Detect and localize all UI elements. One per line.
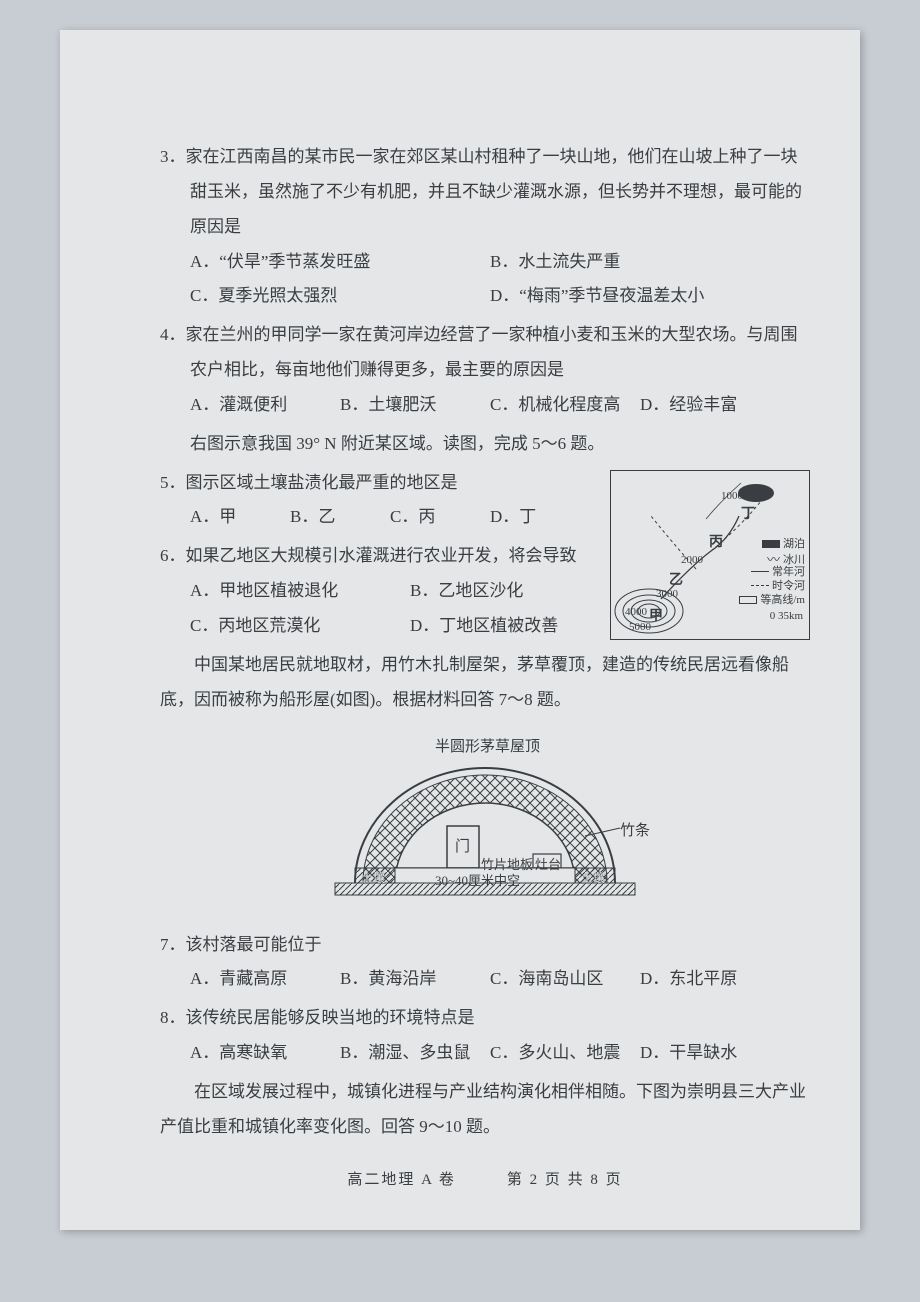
label-soil-r: 土壤 (581, 866, 605, 891)
q8-opt-c: C．多火山、地震 (490, 1036, 640, 1071)
q4-number: 4． (160, 325, 186, 344)
region-jia: 甲 (649, 603, 663, 632)
question-4: 4．家在兰州的甲同学一家在黄河岸边经营了一家种植小麦和玉米的大型农场。与周围农户… (160, 318, 810, 423)
q7-options: A．青藏高原 B．黄海沿岸 C．海南岛山区 D．东北平原 (160, 962, 810, 997)
q3-opt-c: C．夏季光照太强烈 (190, 279, 490, 314)
region-yi: 乙 (669, 567, 683, 596)
legend-scale: 0 35km (770, 605, 803, 628)
q4-opt-c: C．机械化程度高 (490, 388, 640, 423)
q6-body: 如果乙地区大规模引水灌溉进行农业开发，将会导致 (186, 546, 577, 565)
q4-options: A．灌溉便利 B．土壤肥沃 C．机械化程度高 D．经验丰富 (160, 388, 810, 423)
q3-options: A．“伏旱”季节蒸发旺盛 B．水土流失严重 C．夏季光照太强烈 D．“梅雨”季节… (160, 245, 810, 315)
question-3: 3．家在江西南昌的某市民一家在郊区某山村租种了一块山地，他们在山坡上种了一块甜玉… (160, 140, 810, 314)
question-7: 7．该村落最可能位于 A．青藏高原 B．黄海沿岸 C．海南岛山区 D．东北平原 (160, 928, 810, 998)
q3-number: 3． (160, 147, 186, 166)
intro-7-8: 中国某地居民就地取材，用竹木扎制屋架，茅草覆顶，建造的传统民居远看像船底，因而被… (160, 648, 810, 718)
page-footer: 高二地理 A 卷 第 2 页 共 8 页 (160, 1165, 810, 1196)
contour-4000: 4000 (625, 601, 647, 624)
q3-opt-a: A．“伏旱”季节蒸发旺盛 (190, 245, 490, 280)
q8-options: A．高寒缺氧 B．潮湿、多虫鼠 C．多火山、地震 D．干旱缺水 (160, 1036, 810, 1071)
q8-opt-d: D．干旱缺水 (640, 1036, 790, 1071)
q7-opt-d: D．东北平原 (640, 962, 790, 997)
label-soil-l: 土壤 (361, 866, 385, 891)
q7-body: 该村落最可能位于 (186, 935, 322, 954)
q3-stem: 3．家在江西南昌的某市民一家在郊区某山村租种了一块山地，他们在山坡上种了一块甜玉… (160, 140, 810, 245)
intro-9-10: 在区域发展过程中，城镇化进程与产业结构演化相伴相随。下图为崇明县三大产业产值比重… (160, 1075, 810, 1145)
q8-stem: 8．该传统民居能够反映当地的环境特点是 (160, 1001, 810, 1036)
region-bing: 丙 (709, 529, 723, 558)
map-figure: 5000 4000 3000 2000 1000 甲 乙 丙 丁 湖泊 〰冰川 … (610, 470, 810, 640)
q6-opt-a: A．甲地区植被退化 (190, 574, 410, 609)
q5-number: 5． (160, 473, 186, 492)
q5-opt-d: D．丁 (490, 500, 590, 535)
q4-body: 家在兰州的甲同学一家在黄河岸边经营了一家种植小麦和玉米的大型农场。与周围农户相比… (186, 325, 798, 379)
q6-number: 6． (160, 546, 186, 565)
q7-stem: 7．该村落最可能位于 (160, 928, 810, 963)
q3-opt-d: D．“梅雨”季节昼夜温差太小 (490, 279, 790, 314)
q4-opt-a: A．灌溉便利 (190, 388, 340, 423)
label-stove: 灶台 (535, 852, 561, 879)
contour-2000: 2000 (681, 549, 703, 572)
q6-opt-b: B．乙地区沙化 (410, 574, 560, 609)
label-bamboo: 竹条 (620, 816, 650, 847)
q8-number: 8． (160, 1008, 186, 1027)
q5-opt-c: C．丙 (390, 500, 490, 535)
q5-options: A．甲 B．乙 C．丙 D．丁 (160, 500, 600, 535)
q6-opt-c: C．丙地区荒漠化 (190, 609, 410, 644)
label-gap: 30~40厘米中空 (435, 868, 520, 895)
paper-page: 3．家在江西南昌的某市民一家在郊区某山村租种了一块山地，他们在山坡上种了一块甜玉… (60, 30, 860, 1230)
q8-body: 该传统民居能够反映当地的环境特点是 (186, 1008, 475, 1027)
house-diagram: 半圆形茅草屋顶 竹条 门 竹片地板 灶台 30~40厘米中空 土壤 土壤 (285, 728, 685, 918)
question-8: 8．该传统民居能够反映当地的环境特点是 A．高寒缺氧 B．潮湿、多虫鼠 C．多火… (160, 1001, 810, 1071)
q4-stem: 4．家在兰州的甲同学一家在黄河岸边经营了一家种植小麦和玉米的大型农场。与周围农户… (160, 318, 810, 388)
label-roof: 半圆形茅草屋顶 (435, 732, 540, 763)
q8-opt-b: B．潮湿、多虫鼠 (340, 1036, 490, 1071)
q7-opt-c: C．海南岛山区 (490, 962, 640, 997)
q5-body: 图示区域土壤盐渍化最严重的地区是 (186, 473, 458, 492)
contour-1000: 1000 (721, 485, 743, 508)
label-door: 门 (455, 832, 470, 863)
q3-opt-b: B．水土流失严重 (490, 245, 790, 280)
q4-opt-b: B．土壤肥沃 (340, 388, 490, 423)
q5-opt-b: B．乙 (290, 500, 390, 535)
q7-opt-a: A．青藏高原 (190, 962, 340, 997)
q4-opt-d: D．经验丰富 (640, 388, 790, 423)
intro-5-6: 右图示意我国 39° N 附近某区域。读图，完成 5～6 题。 (160, 427, 810, 462)
q7-opt-b: B．黄海沿岸 (340, 962, 490, 997)
q5-opt-a: A．甲 (190, 500, 290, 535)
q7-number: 7． (160, 935, 186, 954)
q3-body: 家在江西南昌的某市民一家在郊区某山村租种了一块山地，他们在山坡上种了一块甜玉米，… (186, 147, 803, 236)
region-ding: 丁 (741, 501, 755, 530)
q6-opt-d: D．丁地区植被改善 (410, 609, 560, 644)
q8-opt-a: A．高寒缺氧 (190, 1036, 340, 1071)
